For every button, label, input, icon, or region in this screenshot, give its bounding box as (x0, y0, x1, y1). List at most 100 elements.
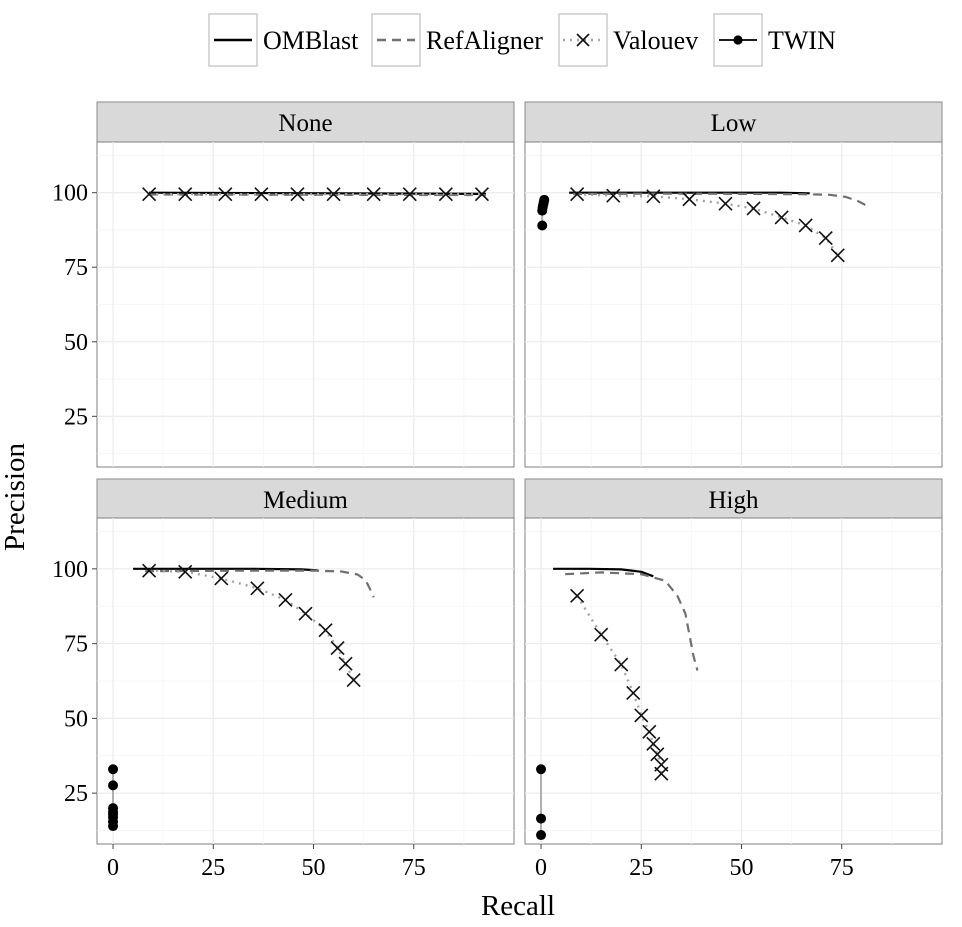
y-tick-label: 50 (64, 330, 88, 356)
panel-title: Medium (263, 487, 348, 514)
data-point (536, 830, 547, 841)
data-point (650, 747, 665, 762)
series-valouev (142, 563, 361, 688)
cross-stroke (576, 33, 590, 47)
data-point (326, 187, 341, 202)
x-tick-label: 25 (629, 855, 653, 881)
legend: OMBlast RefAligner Valouev TWIN (208, 13, 836, 67)
data-point (570, 588, 585, 603)
panel-strip (524, 101, 943, 143)
y-tick-label: 50 (64, 706, 88, 732)
series-valouev (570, 588, 669, 781)
series-line (577, 193, 839, 256)
y-tick-label: 100 (52, 181, 88, 207)
cross-stroke (798, 218, 813, 233)
cross-stroke (614, 657, 629, 672)
x-tick-label: 50 (730, 855, 754, 881)
data-point (746, 201, 761, 216)
cross-stroke (682, 192, 697, 207)
series-refaligner (573, 192, 867, 207)
cross-stroke (290, 187, 305, 202)
axes: Recall Precision (0, 443, 555, 922)
series-refaligner (565, 571, 699, 671)
cross-stroke (142, 563, 157, 578)
data-point (642, 724, 657, 739)
series-line (565, 571, 699, 671)
data-point (536, 813, 547, 824)
cross-stroke (318, 623, 333, 638)
data-point (178, 564, 193, 579)
panel-medium: Medium 25 50 75 100 0 25 50 75 (52, 478, 515, 881)
cross-stroke (330, 641, 345, 656)
data-point (626, 685, 641, 701)
cross-stroke (326, 187, 341, 202)
series-line (576, 595, 663, 774)
cross-stroke (634, 708, 649, 723)
cross-stroke (774, 210, 789, 225)
cross-stroke (746, 201, 761, 216)
legend-key-marker (576, 33, 590, 47)
panel-low: Low (524, 101, 943, 468)
data-point (537, 220, 548, 231)
legend-label: Valouev (613, 26, 698, 55)
data-point (474, 187, 489, 202)
y-tick-label: 75 (64, 632, 88, 658)
data-point (278, 592, 293, 608)
panel-title: High (709, 487, 760, 514)
cross-stroke (570, 187, 585, 202)
panel-title: Low (711, 110, 757, 137)
data-point (606, 188, 621, 203)
cross-stroke (594, 627, 609, 642)
data-point (142, 563, 157, 578)
legend-item-refaligner: RefAligner (371, 13, 543, 67)
cross-stroke (178, 187, 193, 202)
cross-stroke (646, 736, 661, 751)
cross-stroke (298, 606, 313, 621)
cross-stroke (218, 187, 233, 202)
x-axis-title: Recall (481, 890, 555, 922)
legend-label: TWIN (768, 26, 836, 55)
series-refaligner (145, 569, 375, 598)
cross-stroke (250, 581, 265, 596)
data-point (330, 641, 345, 656)
data-point (142, 187, 157, 202)
data-point (402, 187, 417, 202)
cross-stroke (366, 187, 381, 202)
data-point (338, 656, 353, 671)
cross-stroke (402, 187, 417, 202)
series-omblast (133, 567, 318, 572)
data-point (818, 230, 833, 246)
data-point (214, 571, 229, 586)
x-tick-label: 0 (107, 855, 119, 881)
data-point (774, 210, 789, 225)
data-point (798, 218, 813, 233)
data-point (298, 606, 313, 621)
data-point (108, 821, 119, 832)
x-tick-label: 25 (201, 855, 225, 881)
series-line (133, 567, 318, 572)
data-point (718, 196, 733, 211)
series-omblast (553, 567, 654, 578)
series-valouev (142, 187, 489, 202)
data-point (108, 780, 119, 791)
legend-key-marker (733, 35, 743, 45)
data-point (346, 673, 361, 688)
series-line (553, 567, 654, 578)
data-point (218, 187, 233, 202)
cross-stroke (650, 747, 665, 762)
data-point (682, 192, 697, 207)
cross-stroke (642, 724, 657, 739)
cross-stroke (830, 248, 845, 263)
series-line (145, 569, 375, 598)
y-tick-label: 25 (64, 404, 88, 430)
panel-strip (96, 101, 515, 143)
data-point (830, 248, 845, 263)
cross-stroke (178, 564, 193, 579)
cross-stroke (438, 187, 453, 202)
series-twin (108, 764, 119, 832)
data-point (178, 187, 193, 202)
data-point (254, 187, 269, 202)
